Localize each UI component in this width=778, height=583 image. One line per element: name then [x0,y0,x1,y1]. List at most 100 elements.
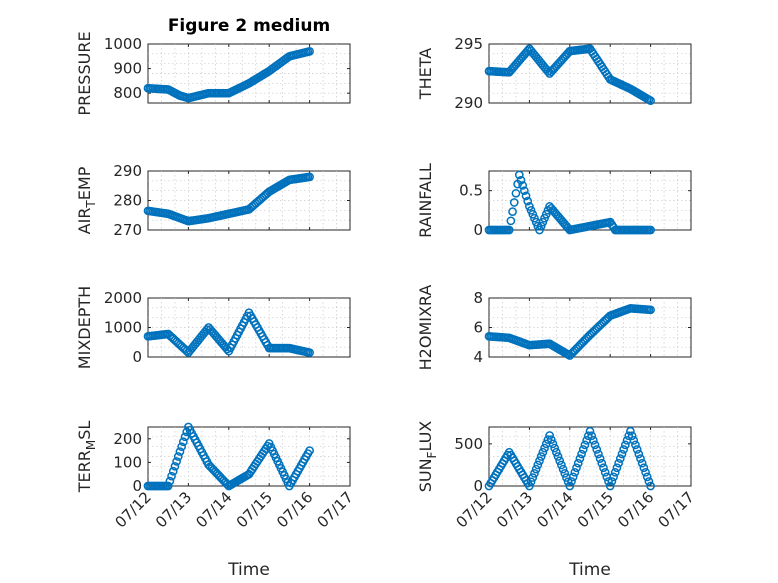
data-point [621,440,630,450]
data-point [600,467,610,477]
data-point [538,447,548,457]
data-point [305,348,314,357]
data-point [533,460,543,470]
data-point [604,477,613,486]
data-point [535,456,544,466]
data-point [165,476,175,486]
data-point [565,481,575,491]
data-point [305,172,314,182]
y-tick-label: 8 [473,289,483,307]
data-point [632,445,642,454]
data-point [305,47,314,56]
data-point [504,225,514,235]
data-point [572,463,581,473]
data-point [631,440,640,450]
data-point [511,188,521,198]
data-point [530,213,539,223]
data-point [555,456,565,466]
y-tick-label: 290 [113,162,142,180]
data-point [516,175,526,185]
y-axis-label: H2OMIXRA [416,285,435,371]
data-point [595,454,605,463]
data-point [626,426,635,436]
data-point [646,481,655,491]
data-point [560,469,570,478]
data-point [570,467,580,477]
data-point [170,461,180,471]
data-point [506,216,516,226]
data-point [610,467,620,477]
data-point [567,477,576,486]
data-point [612,463,622,473]
data-point [636,454,645,463]
data-point [551,447,561,457]
data-point [179,437,188,447]
y-tick-label: 500 [454,435,483,453]
data-point [553,452,563,461]
subplot-pressure: 800 900 1000 PRESSURE Figure 2 medium [75,16,351,116]
y-tick-label: 800 [113,84,142,102]
data-point [525,481,534,491]
data-point [573,458,583,468]
data-point [172,457,181,466]
x-tick-label: 07/14 [533,488,576,531]
data-point [545,431,554,440]
data-point [637,458,647,468]
y-tick-label: 295 [454,35,483,53]
data-point [540,443,549,453]
data-point [168,466,178,476]
x-tick-label: 07/15 [233,488,276,531]
y-tick-label: 4 [473,348,483,366]
y-tick-label: 0.5 [459,182,483,200]
data-point [575,454,585,463]
x-tick-label: 07/17 [314,488,357,531]
y-axis-label: THETA [416,48,435,100]
data-point [568,472,578,482]
data-point [530,469,539,478]
data-point [175,447,185,456]
data-point [180,432,190,442]
x-tick-label: 07/13 [493,488,536,531]
data-point [550,443,560,453]
data-point [528,209,538,219]
y-tick-label: 0 [132,477,142,495]
x-axis-label: Time [568,560,611,580]
x-tick-label: 07/17 [655,488,698,531]
data-point [525,202,534,211]
data-point [305,446,314,455]
data-point [173,452,183,461]
data-point [526,205,536,215]
x-tick-label: 07/15 [574,488,617,531]
data-point [597,458,607,468]
data-point [609,472,618,482]
x-tick-label: 07/16 [273,488,316,531]
data-point [509,198,519,207]
y-tick-label: 900 [113,60,142,78]
data-point [528,473,538,482]
y-tick-label: 2000 [104,289,142,307]
y-axis-label: AIRTEMP [75,166,98,234]
data-point [583,431,593,441]
subplot-h2omixra: 4 6 8 H2OMIXRA [416,285,692,371]
y-tick-label: 290 [454,94,483,112]
x-axis-label: Time [227,560,270,580]
data-point [543,67,553,76]
data-point [558,464,568,474]
data-point [167,471,176,481]
data-point [548,439,558,449]
data-point [589,435,598,445]
data-point [580,440,590,450]
data-point [578,445,588,454]
y-axis-label: TERRMSL [75,421,98,494]
data-point [605,481,615,491]
data-point [202,325,212,334]
data-point [617,449,627,459]
data-point [641,467,650,477]
data-point [642,472,652,482]
y-tick-label: 6 [473,319,483,337]
data-point [585,426,595,436]
subplot-air-temp: 270 280 290 AIRTEMP [75,162,351,239]
data-point [538,217,548,227]
subplot-mixdepth: 0 1000 2000 MIXDEPTH [75,286,351,369]
